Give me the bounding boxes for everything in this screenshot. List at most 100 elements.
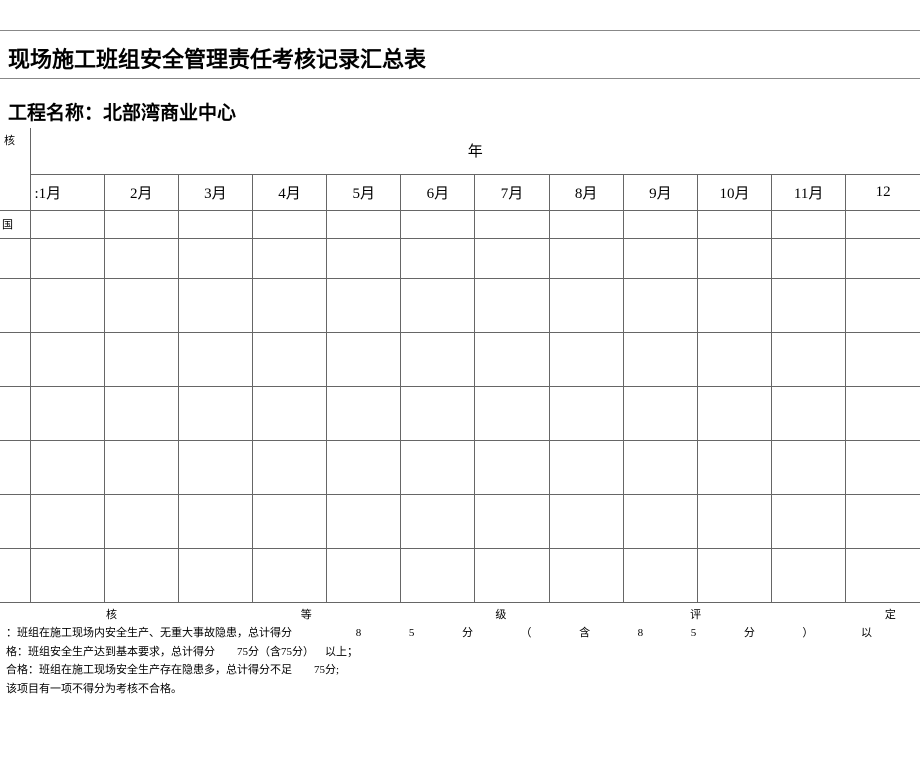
table-row [0,278,920,332]
data-cell [252,386,326,440]
data-cell [549,332,623,386]
data-cell [0,548,30,602]
data-cell [623,386,697,440]
top-horizontal-rule [0,30,920,31]
data-cell [475,238,549,278]
data-cell [846,548,920,602]
data-cell [772,238,846,278]
data-cell [697,548,771,602]
data-cell [623,440,697,494]
footer-l1-p9: ） [802,624,813,643]
data-cell [623,238,697,278]
data-cell [475,386,549,440]
data-cell [30,386,104,440]
month-cell-7: 7月 [475,174,549,210]
data-cell [0,278,30,332]
data-cell [30,440,104,494]
month-cell-4: 4月 [252,174,326,210]
footer-spread-item: 核 [106,607,117,625]
footer-spread-item: 等 [301,607,312,625]
data-cell [475,494,549,548]
data-cell [401,386,475,440]
data-cell [104,494,178,548]
data-cell [178,278,252,332]
side-label-row-cell: 国 [0,210,30,238]
footer-l1-p5: 含 [579,624,590,643]
data-cell [30,210,104,238]
data-cell [772,494,846,548]
data-cell [475,210,549,238]
data-cell [401,238,475,278]
footer-spread-item: 级 [495,607,506,625]
data-cell [104,548,178,602]
data-cell [772,440,846,494]
assessment-table: 核 年 :1月 2月 3月 4月 5月 6月 7月 8月 9月 10月 11月 … [0,128,920,703]
data-cell [475,548,549,602]
data-cell [178,548,252,602]
month-cell-3: 3月 [178,174,252,210]
mid-horizontal-rule [0,78,920,79]
data-cell [252,238,326,278]
month-cell-8: 8月 [549,174,623,210]
data-cell [0,494,30,548]
data-cell [0,440,30,494]
footer-l1-p3: 分 [462,624,473,643]
data-cell [697,332,771,386]
data-cell [0,332,30,386]
data-cell [104,210,178,238]
data-cell [327,440,401,494]
data-cell [401,210,475,238]
data-cell [104,386,178,440]
footer-l1-p4: （ [521,624,532,643]
data-cell [846,386,920,440]
footer-l1-p10: 以 [861,624,872,643]
data-cell [623,332,697,386]
data-cell [549,278,623,332]
footer-line-4: 该项目有一项不得分为考核不合格。 [6,680,914,699]
data-cell [327,494,401,548]
data-cell [846,238,920,278]
data-cell [846,440,920,494]
data-cell [697,386,771,440]
data-cell [623,210,697,238]
data-cell [623,494,697,548]
data-cell [549,386,623,440]
project-label: 工程名称： [8,103,103,124]
table-row [0,386,920,440]
data-cell [697,494,771,548]
data-cell [772,386,846,440]
data-cell [252,278,326,332]
data-cell [104,278,178,332]
data-cell [104,440,178,494]
data-cell [30,278,104,332]
data-cell [178,238,252,278]
data-cell [772,278,846,332]
side-label-top-cell: 核 [0,128,30,210]
data-cell [178,332,252,386]
table-row [0,548,920,602]
data-cell [772,548,846,602]
data-cell [846,210,920,238]
data-cell [30,332,104,386]
footer-row: 核 等 级 评 定 ：班组在施工现场内安全生产、无重大事故隐患，总计得分 8 5 [0,602,920,703]
data-cell [327,332,401,386]
footer-l1-p7: 5 [691,624,697,643]
data-cell [104,332,178,386]
footer-l1-p2: 5 [409,624,415,643]
data-cell [327,548,401,602]
data-cell [475,440,549,494]
data-cell [772,210,846,238]
data-cell [252,440,326,494]
data-cell [475,278,549,332]
data-cell [252,548,326,602]
data-cell [623,548,697,602]
data-cell [252,210,326,238]
data-cell [772,332,846,386]
data-cell [178,386,252,440]
data-cell [549,210,623,238]
data-cell [549,494,623,548]
table-row [0,238,920,278]
footer-spread-item: 评 [690,607,701,625]
data-cell [178,440,252,494]
data-cell [327,278,401,332]
